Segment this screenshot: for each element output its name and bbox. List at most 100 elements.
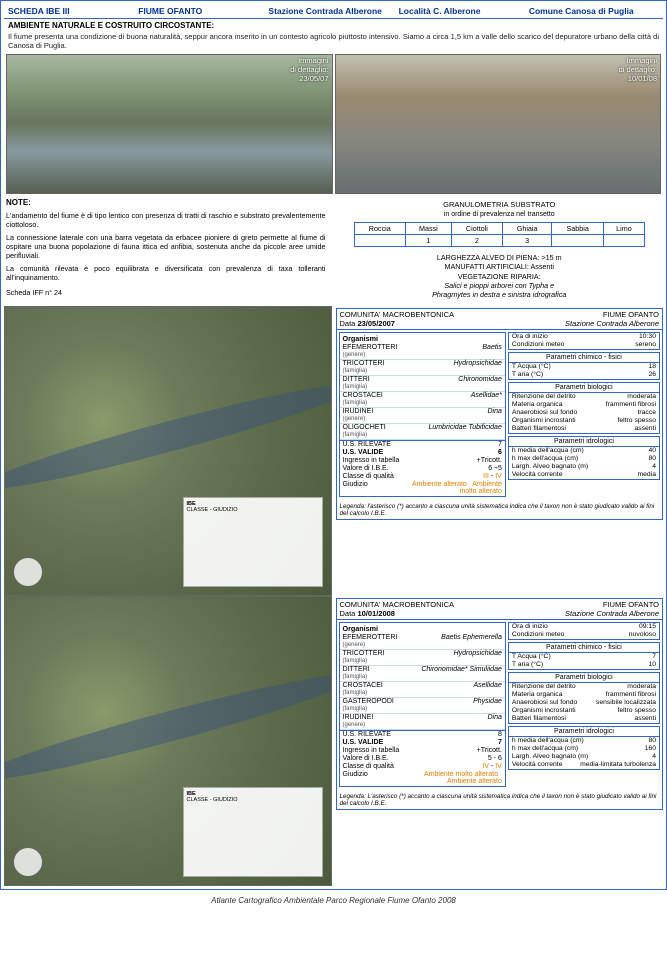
granulo-value: 3	[503, 235, 552, 247]
aerial-2-wrap: IBE CLASSE - GIUDIZIO	[4, 596, 332, 886]
bio-row: Batteri filamentosiassenti	[509, 425, 659, 433]
org-group: TRICOTTERI	[343, 650, 385, 657]
organisms-title: Organismi	[340, 333, 505, 344]
idro-box: Parametri idrologici h media dell'acqua …	[508, 436, 660, 480]
organism-row: OLIGOCHETI(famiglia) Lumbricidae Tubific…	[340, 424, 505, 440]
survey-community: COMUNITA' MACROBENTONICA	[340, 600, 455, 609]
granulo-value: 1	[405, 235, 451, 247]
org-family: Hydropsichidae	[454, 360, 502, 374]
bio-box: Parametri biologici Ritenzione del detri…	[508, 672, 660, 724]
org-family: Dina	[487, 408, 501, 422]
granulo-title: GRANULOMETRIA SUBSTRATO	[338, 196, 662, 211]
compass-icon-2	[13, 847, 43, 877]
survey-date-label: Data	[340, 609, 356, 618]
organisms-title: Organismi	[340, 623, 505, 634]
survey-river: FIUME OFANTO	[603, 310, 659, 319]
photo-1-wrap: Immagini di dettaglio: 23/05/07	[6, 54, 333, 194]
us-ril: U.S. RILEVATE7	[340, 441, 505, 449]
survey-date: 23/05/2007	[357, 319, 395, 328]
idro-row: h media dell'acqua (cm)40	[509, 447, 659, 455]
footer: Atlante Cartografico Ambientale Parco Re…	[0, 890, 667, 907]
chim-box: Parametri chimico - fisici T Acqua (°C)7…	[508, 642, 660, 670]
info-l1: LARGHEZZA ALVEO DI PIENA: >15 m	[338, 253, 662, 262]
org-family: Asellidae*	[471, 392, 502, 406]
org-group: CROSTACEI	[343, 682, 383, 689]
survey-head: COMUNITA' MACROBENTONICAData 23/05/2007 …	[337, 309, 663, 330]
bio-row: Organismi incrostantifeltro spesso	[509, 417, 659, 425]
ambiente-text: Il fiume presenta una condizione di buon…	[4, 32, 663, 54]
organism-row: DITTERI(famiglia) Chironomidae	[340, 376, 505, 392]
organism-row: TRICOTTERI(famiglia) Hydropsichidae	[340, 650, 505, 666]
survey-block: COMUNITA' MACROBENTONICAData 10/01/2008 …	[336, 598, 664, 810]
organisms-box: Organismi EFEMEROTTERI(genere) Baetis TR…	[339, 332, 506, 497]
organism-row: EFEMEROTTERI(genere) Baetis	[340, 344, 505, 360]
aerial-survey-1: IBE CLASSE - GIUDIZIO COMUNITA' MACROBEN…	[4, 306, 663, 596]
granulo-sub: in ordine di prevalenza nel transetto	[338, 211, 662, 222]
bio-row: Batteri filamentosiassenti	[509, 715, 659, 723]
info-l3: VEGETAZIONE RIPARIA:	[338, 272, 662, 281]
org-sub: (famiglia)	[343, 706, 368, 712]
org-sub: (famiglia)	[343, 690, 368, 696]
header-comune: Comune Canosa di Puglia	[529, 6, 659, 16]
org-sub: (famiglia)	[343, 368, 368, 374]
idro-row: Largh. Alveo bagnato (m)4	[509, 463, 659, 471]
note-title: NOTE:	[6, 196, 330, 209]
org-family: Baetis Ephemerella	[441, 634, 502, 648]
us-val: U.S. VALIDE7	[340, 739, 505, 747]
photo-label-line2: di dettaglio:	[619, 65, 657, 74]
granulo-col: GRANULOMETRIA SUBSTRATO in ordine di pre…	[336, 194, 664, 306]
org-sub: (famiglia)	[343, 658, 368, 664]
org-sub: (genere)	[343, 642, 366, 648]
org-sub: (genere)	[343, 352, 366, 358]
header-fiume: FIUME OFANTO	[138, 6, 268, 16]
idro-row: Velocità correntemedia	[509, 471, 659, 479]
classe: Classe di qualitàIV - IV	[340, 763, 505, 771]
ingresso: Ingresso in tabella+Tricott.	[340, 747, 505, 755]
tacqua-row: T Acqua (°C)7	[509, 653, 659, 661]
granulo-header: Ghiaia	[503, 223, 552, 235]
legend-sub: CLASSE - GIUDIZIO	[187, 507, 319, 513]
org-sub: (famiglia)	[343, 432, 368, 438]
organisms-col: Organismi EFEMEROTTERI(genere) Baetis Ep…	[339, 622, 506, 789]
params-col: Ora di inizio09:15 Condizioni meteonuvol…	[508, 622, 660, 789]
note-p3: La comunità rilevata è poco equilibrata …	[6, 262, 330, 284]
granulo-value: 2	[451, 235, 502, 247]
time-box: Ora di inizio10:30 Condizioni meteoseren…	[508, 332, 660, 350]
organisms-col: Organismi EFEMEROTTERI(genere) Baetis TR…	[339, 332, 506, 499]
org-group: IRUDINEI	[343, 714, 374, 721]
bio-row: Anaerobiosi sul fondotracce	[509, 409, 659, 417]
bio-title: Parametri biologici	[509, 673, 659, 683]
org-family: Physidae	[473, 698, 502, 712]
survey-body: Organismi EFEMEROTTERI(genere) Baetis TR…	[337, 330, 663, 501]
idro-box: Parametri idrologici h media dell'acqua …	[508, 726, 660, 770]
idro-row: Largh. Alveo bagnato (m)4	[509, 753, 659, 761]
bio-row: Organismi incrostantifeltro spesso	[509, 707, 659, 715]
photo-2-wrap: Immagini di dettaglio: 10/01/08	[335, 54, 662, 194]
organism-row: TRICOTTERI(famiglia) Hydropsichidae	[340, 360, 505, 376]
survey-body: Organismi EFEMEROTTERI(genere) Baetis Ep…	[337, 620, 663, 791]
survey-river: FIUME OFANTO	[603, 600, 659, 609]
bio-box: Parametri biologici Ritenzione del detri…	[508, 382, 660, 434]
header-bar: SCHEDA IBE III FIUME OFANTO Stazione Con…	[4, 4, 663, 19]
giudizio: GiudizioAmbiente molto alterato Ambiente…	[340, 771, 505, 786]
photo-1-date: 23/05/07	[299, 74, 328, 83]
survey-date: 10/01/2008	[357, 609, 395, 618]
granulo-value	[604, 235, 645, 247]
note-p4: Scheda IFF n° 24	[6, 284, 330, 299]
organism-row: CROSTACEI(famiglia) Asellidae	[340, 682, 505, 698]
bio-row: Ritenzione del detritomoderata	[509, 393, 659, 401]
granulo-header: Roccia	[354, 223, 405, 235]
idro-row: h media dell'acqua (cm)80	[509, 737, 659, 745]
aerial-legend-2: IBE CLASSE - GIUDIZIO	[183, 787, 323, 877]
meteo-row: Condizioni meteonuvoloso	[509, 631, 659, 639]
info-l4: Salici e pioppi arborei con Typha e	[338, 281, 662, 290]
aerial-map-2: IBE CLASSE - GIUDIZIO	[4, 596, 332, 886]
organisms-box: Organismi EFEMEROTTERI(genere) Baetis Ep…	[339, 622, 506, 787]
survey-station: Stazione Contrada Alberone	[565, 319, 659, 328]
giudizio: GiudizioAmbiente alterato Ambiente molto…	[340, 481, 505, 496]
org-family: Chironomidae	[458, 376, 502, 390]
survey-station: Stazione Contrada Alberone	[565, 609, 659, 618]
ora-row: Ora di inizio10:30	[509, 333, 659, 341]
survey-1-wrap: COMUNITA' MACROBENTONICAData 23/05/2007 …	[336, 306, 664, 596]
org-sub: (genere)	[343, 722, 366, 728]
